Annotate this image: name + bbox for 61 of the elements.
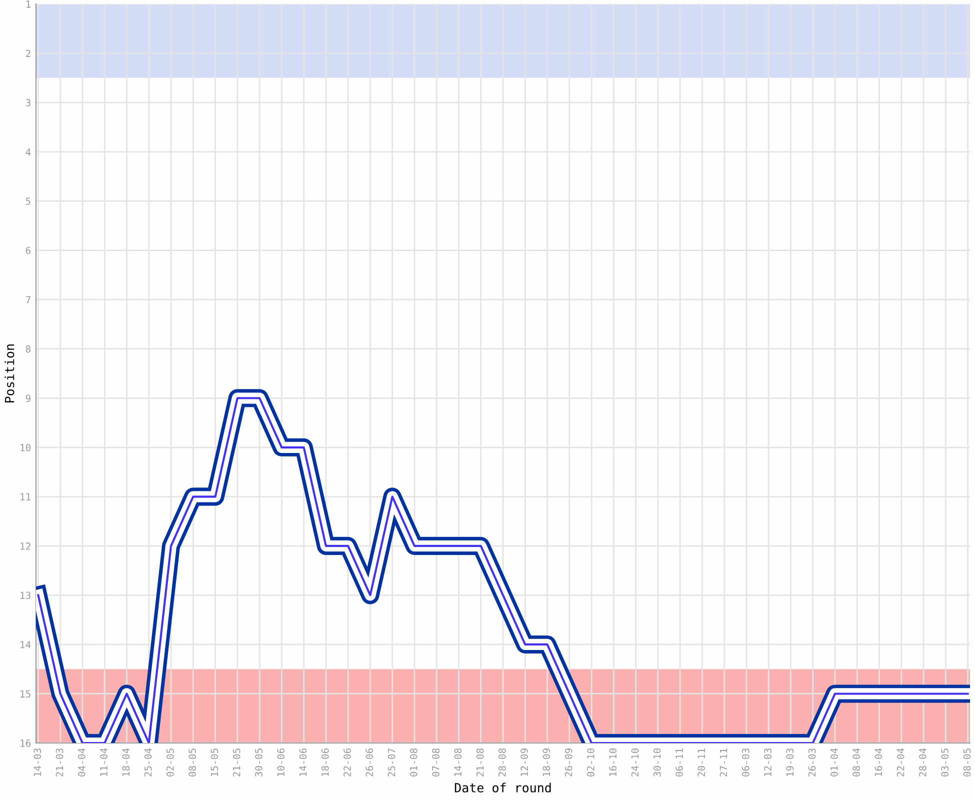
x-tick-label: 20-11: [698, 748, 706, 776]
x-tick-label: 16-10: [609, 748, 617, 776]
x-tick-label: 22-06: [344, 748, 351, 776]
x-tick-label: 01-04: [830, 748, 838, 776]
x-tick-label: 03-05: [941, 748, 948, 776]
y-tick-label: 4: [26, 148, 31, 156]
x-tick-label: 08-05: [963, 748, 971, 776]
x-tick-label: 16-04: [874, 748, 882, 776]
x-tick-label: 14-03: [34, 748, 42, 776]
x-tick-label: 28-08: [498, 748, 506, 776]
x-tick-label: 22-04: [896, 748, 904, 776]
x-tick-label: 06-03: [742, 748, 750, 776]
x-tick-label: 25-07: [388, 748, 396, 776]
x-tick-label: 15-05: [210, 748, 218, 776]
x-tick-label: 21-05: [232, 748, 240, 776]
x-tick-label: 21-08: [476, 748, 484, 776]
x-tick-label: 25-04: [144, 748, 152, 776]
x-tick-label: 12-03: [764, 748, 772, 776]
x-tick-label: 24-10: [631, 748, 639, 776]
y-tick-label: 2: [26, 50, 30, 57]
x-tick-label: 04-04: [78, 748, 86, 776]
x-tick-label: 18-09: [542, 748, 550, 776]
x-tick-label: 14-08: [454, 748, 462, 776]
y-tick-label: 15: [20, 690, 30, 698]
x-tick-label: 01-08: [410, 748, 418, 776]
x-tick-label: 18-04: [122, 748, 130, 776]
x-tick-label: 27-11: [720, 748, 728, 776]
y-tick-label: 7: [26, 296, 30, 304]
y-axis-title: Position: [4, 344, 14, 402]
x-tick-label: 08-05: [188, 748, 196, 776]
y-tick-label: 11: [20, 493, 30, 500]
y-tick-label: 9: [26, 394, 30, 402]
x-tick-label: 26-09: [564, 748, 572, 776]
x-tick-label: 07-08: [432, 748, 440, 776]
x-tick-label: 02-05: [166, 748, 174, 776]
x-tick-label: 11-04: [100, 748, 108, 776]
y-tick-label: 14: [20, 641, 31, 648]
y-tick-label: 16: [20, 740, 31, 747]
x-tick-label: 18-06: [321, 748, 329, 776]
y-tick-label: 12: [20, 542, 30, 550]
x-tick-label: 28-04: [919, 748, 926, 776]
x-axis-title: Date of round: [454, 782, 551, 792]
x-tick-label: 08-04: [852, 748, 860, 776]
x-tick-label: 12-09: [520, 748, 528, 776]
y-tick-label: 5: [26, 198, 30, 205]
x-tick-label: 26-03: [808, 748, 816, 776]
y-tick-label: 3: [26, 99, 30, 106]
x-tick-label: 19-03: [786, 748, 794, 776]
x-tick-label: 02-10: [587, 748, 594, 776]
y-tick-label: 13: [20, 592, 30, 600]
y-tick-label: 1: [26, 0, 30, 8]
x-tick-label: 26-06: [366, 748, 374, 776]
x-tick-label: 10-06: [277, 748, 285, 776]
x-tick-label: 06-11: [676, 748, 683, 776]
x-tick-label: 21-03: [56, 748, 64, 776]
x-tick-label: 14-06: [299, 748, 307, 776]
y-tick-label: 8: [26, 345, 31, 353]
y-tick-label: 6: [26, 246, 31, 254]
y-tick-label: 10: [20, 444, 31, 452]
x-tick-label: 30-10: [653, 748, 661, 776]
x-tick-label: 30-05: [255, 748, 262, 776]
